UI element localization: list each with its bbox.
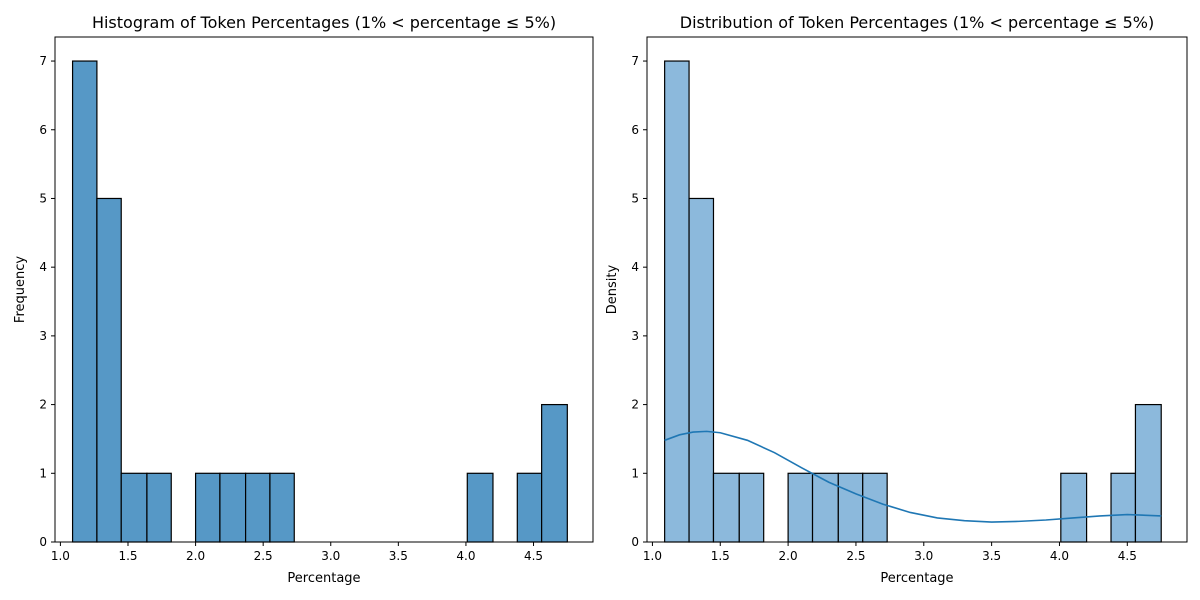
y-axis-label: Density [605, 264, 620, 314]
histogram-bar [96, 197, 122, 543]
x-tick-label: 2.5 [254, 549, 273, 563]
histogram-bar [664, 60, 690, 543]
chart-title: Distribution of Token Percentages (1% < … [680, 13, 1154, 32]
axes-frame [54, 36, 594, 543]
y-tick-label: 2 [631, 398, 639, 412]
y-tick-label: 5 [39, 191, 47, 205]
y-tick-label: 4 [631, 260, 639, 274]
histogram-bar [1060, 472, 1088, 543]
y-tick-label: 0 [39, 535, 47, 549]
histogram-bar [541, 403, 568, 543]
x-tick-label: 1.0 [51, 549, 70, 563]
y-axis-label: Frequency [13, 256, 28, 323]
x-tick-label: 3.0 [321, 549, 340, 563]
kde-line [664, 430, 1162, 523]
x-tick-label: 4.0 [456, 549, 475, 563]
y-tick-label: 6 [631, 123, 639, 137]
y-tick-label: 1 [631, 466, 639, 480]
x-axis-label: Percentage [880, 571, 953, 586]
histogram-bar [862, 472, 888, 543]
histogram-bar [120, 472, 148, 543]
histogram-bar [738, 472, 765, 543]
histogram-bar [811, 472, 839, 543]
histogram-bar [71, 60, 98, 543]
histogram-bar [1134, 403, 1162, 543]
x-tick-label: 3.0 [914, 549, 933, 563]
x-tick-label: 4.5 [524, 549, 543, 563]
x-tick-label: 1.5 [118, 549, 137, 563]
y-tick-label: 0 [631, 535, 639, 549]
axes-frame [646, 36, 1188, 543]
x-tick-label: 2.5 [846, 549, 865, 563]
histogram-bar [466, 472, 494, 543]
y-tick-label: 7 [39, 54, 47, 68]
y-tick-label: 7 [631, 54, 639, 68]
histogram-bar [269, 472, 295, 543]
histogram-bar [837, 472, 864, 543]
histogram-bar [194, 472, 221, 543]
y-tick-label: 3 [39, 329, 47, 343]
histogram-bar [219, 472, 247, 543]
y-tick-label: 2 [39, 398, 47, 412]
x-tick-label: 4.0 [1050, 549, 1069, 563]
histogram-bar [712, 472, 740, 543]
x-tick-label: 4.5 [1118, 549, 1137, 563]
x-tick-label: 2.0 [779, 549, 798, 563]
y-tick-label: 6 [39, 123, 47, 137]
x-tick-label: 2.0 [186, 549, 205, 563]
histogram-bar [1110, 472, 1137, 543]
x-tick-label: 1.5 [711, 549, 730, 563]
y-tick-label: 1 [39, 466, 47, 480]
y-tick-label: 3 [631, 329, 639, 343]
y-tick-label: 4 [39, 260, 47, 274]
histogram-bar [787, 472, 814, 543]
x-tick-label: 3.5 [389, 549, 408, 563]
histogram-bar [146, 472, 172, 543]
x-tick-label: 1.0 [643, 549, 662, 563]
histogram-bar [244, 472, 271, 543]
chart-panel-2: 1.0 1.5 2.0 2.5 3.0 3.5 4.0 4.5 0 1 2 3 4 5 6 7 Distribu… [605, 13, 1188, 586]
chart-title: Histogram of Token Percentages (1% < per… [92, 13, 556, 32]
histogram-bar [688, 197, 715, 543]
histogram-bar [516, 472, 543, 543]
x-axis-label: Percentage [287, 571, 360, 586]
x-tick-label: 3.5 [982, 549, 1001, 563]
chart-panel-1: 1.0 1.5 2.0 2.5 3.0 3.5 4.0 4.5 0 1 2 3 4 5 6 7 Histogra… [13, 13, 594, 586]
y-tick-label: 5 [631, 191, 639, 205]
